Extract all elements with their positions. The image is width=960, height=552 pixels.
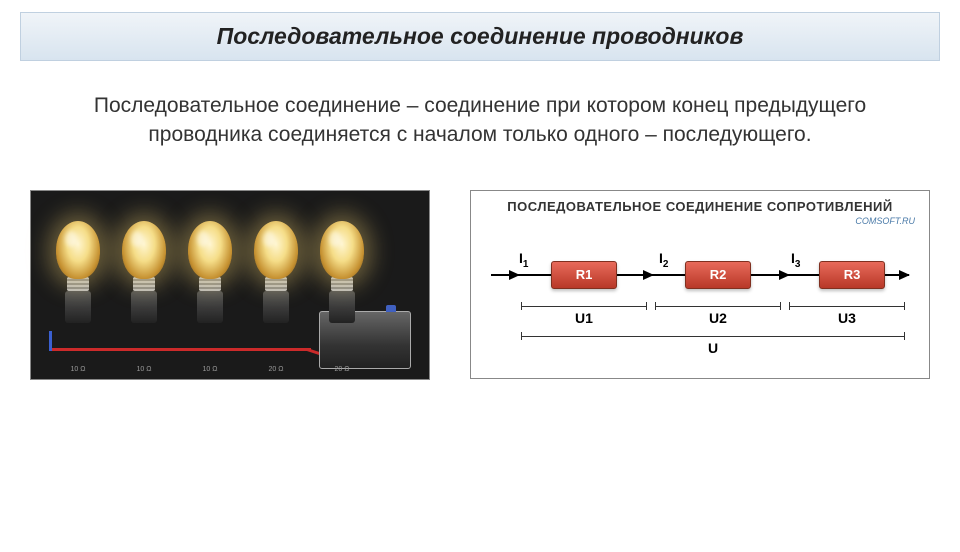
slide-title-bar: Последовательное соединение проводников xyxy=(20,12,940,61)
current-label: I1 xyxy=(519,250,528,270)
voltage-dimension-line xyxy=(655,306,781,307)
current-label: I2 xyxy=(659,250,668,270)
bulb-label: 10 Ω xyxy=(63,366,93,373)
current-arrow-icon xyxy=(509,270,520,280)
schematic-diagram: I1 I2 I3 R1 R2 R3 U1 U2 U3 U xyxy=(485,236,915,364)
resistor-icon: R3 xyxy=(819,261,885,289)
bulb-base xyxy=(131,291,157,323)
bulb-glass xyxy=(320,221,364,279)
current-arrow-icon xyxy=(779,270,790,280)
resistor-icon: R1 xyxy=(551,261,617,289)
bulb-glass xyxy=(254,221,298,279)
voltage-total-line xyxy=(521,336,905,337)
bulb-glass xyxy=(188,221,232,279)
bulb-collar xyxy=(265,277,287,291)
bulb-base xyxy=(329,291,355,323)
bulb-collar xyxy=(133,277,155,291)
lightbulb-icon xyxy=(53,221,103,331)
current-arrow-icon xyxy=(899,270,910,280)
lightbulb-icon xyxy=(317,221,367,331)
schematic-title: ПОСЛЕДОВАТЕЛЬНОЕ СОЕДИНЕНИЕ СОПРОТИВЛЕНИ… xyxy=(485,199,915,214)
lightbulb-icon xyxy=(251,221,301,331)
bulb-base xyxy=(65,291,91,323)
voltage-label: U1 xyxy=(554,310,614,326)
bulbs-photo: 10 Ω 10 Ω 10 Ω 20 Ω 20 Ω xyxy=(30,190,430,380)
bulb-label: 20 Ω xyxy=(261,366,291,373)
bulb-glass xyxy=(122,221,166,279)
bulb-collar xyxy=(199,277,221,291)
voltage-label: U2 xyxy=(688,310,748,326)
voltage-dimension-line xyxy=(521,306,647,307)
lightbulb-icon xyxy=(119,221,169,331)
wire-red xyxy=(51,348,311,351)
definition-text: Последовательное соединение – соединение… xyxy=(40,91,920,150)
voltage-dimension-line xyxy=(789,306,905,307)
current-arrow-icon xyxy=(643,270,654,280)
bulb-glass xyxy=(56,221,100,279)
resistor-schematic: ПОСЛЕДОВАТЕЛЬНОЕ СОЕДИНЕНИЕ СОПРОТИВЛЕНИ… xyxy=(470,190,930,379)
voltage-label: U3 xyxy=(817,310,877,326)
bulb-collar xyxy=(331,277,353,291)
figures-row: 10 Ω 10 Ω 10 Ω 20 Ω 20 Ω ПОСЛЕДОВАТЕЛЬНОЕ СО… xyxy=(30,190,930,380)
resistor-icon: R2 xyxy=(685,261,751,289)
bulb-label: 10 Ω xyxy=(195,366,225,373)
slide-title: Последовательное соединение проводников xyxy=(41,23,919,50)
bulb-collar xyxy=(67,277,89,291)
current-label: I3 xyxy=(791,250,800,270)
bulb-label: 10 Ω xyxy=(129,366,159,373)
bulb-base xyxy=(263,291,289,323)
bulb-label: 20 Ω xyxy=(327,366,357,373)
bulb-base xyxy=(197,291,223,323)
schematic-credit: COMSOFT.RU xyxy=(485,216,915,226)
wire-blue xyxy=(49,331,52,351)
voltage-total-label: U xyxy=(683,340,743,356)
lightbulb-icon xyxy=(185,221,235,331)
